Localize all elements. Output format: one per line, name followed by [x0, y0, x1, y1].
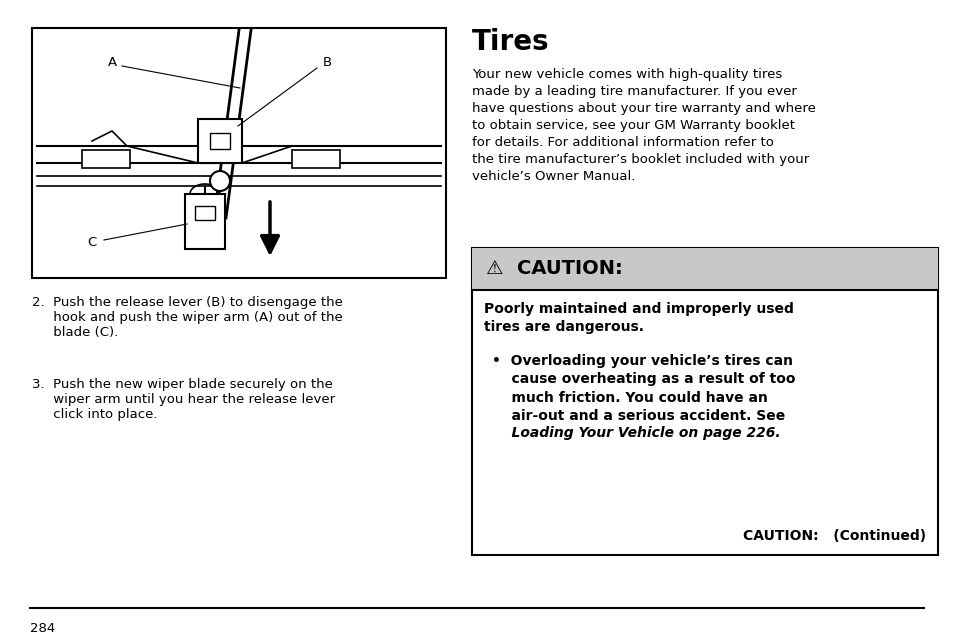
Bar — [82, 150, 130, 168]
Circle shape — [210, 171, 230, 191]
Text: Poorly maintained and improperly used
tires are dangerous.: Poorly maintained and improperly used ti… — [483, 302, 793, 335]
Text: Your new vehicle comes with high-quality tires
made by a leading tire manufactur: Your new vehicle comes with high-quality… — [472, 68, 815, 183]
Text: Tires: Tires — [472, 28, 549, 56]
Text: 284: 284 — [30, 622, 55, 635]
Bar — [210, 133, 230, 149]
Text: 3.  Push the new wiper blade securely on the
     wiper arm until you hear the r: 3. Push the new wiper blade securely on … — [32, 378, 335, 421]
Text: A: A — [108, 57, 116, 69]
Bar — [292, 150, 339, 168]
Bar — [472, 248, 937, 290]
Text: 2.  Push the release lever (B) to disengage the
     hook and push the wiper arm: 2. Push the release lever (B) to disenga… — [32, 296, 342, 339]
Text: C: C — [88, 237, 96, 249]
Text: ⚠  CAUTION:: ⚠ CAUTION: — [485, 259, 622, 279]
Text: Loading Your Vehicle on page 226.: Loading Your Vehicle on page 226. — [492, 426, 780, 440]
Text: •  Overloading your vehicle’s tires can
    cause overheating as a result of too: • Overloading your vehicle’s tires can c… — [492, 354, 795, 423]
Text: B: B — [322, 57, 332, 69]
Bar — [32, 28, 446, 278]
Bar — [472, 248, 937, 555]
Bar — [194, 206, 214, 220]
Bar — [185, 194, 225, 249]
Bar — [198, 119, 242, 163]
Text: CAUTION:   (Continued): CAUTION: (Continued) — [742, 529, 925, 543]
